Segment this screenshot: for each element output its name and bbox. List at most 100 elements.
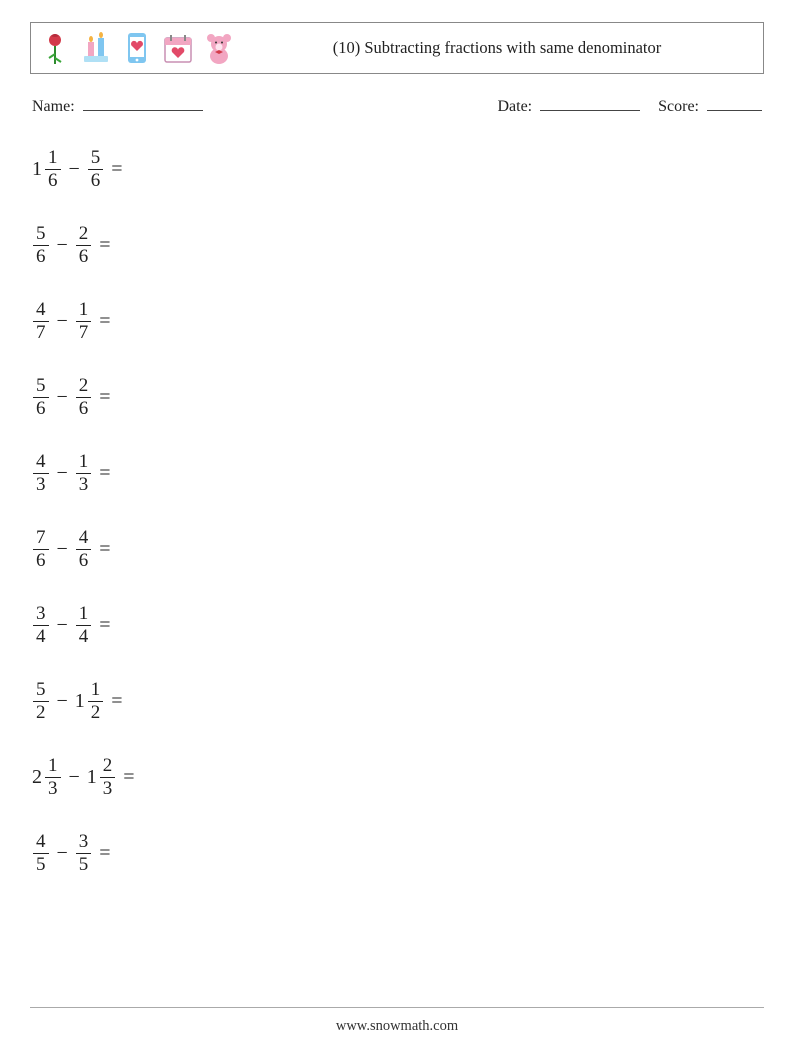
problem-row: 76−46= <box>32 524 764 574</box>
header-box: (10) Subtracting fractions with same den… <box>30 22 764 74</box>
equals-sign: = <box>111 690 122 713</box>
denominator: 7 <box>76 323 92 343</box>
problem-row: 34−14= <box>32 600 764 650</box>
denominator: 4 <box>76 627 92 647</box>
fraction-a: 34 <box>33 604 49 647</box>
fraction-a: 13 <box>45 756 61 799</box>
operator: − <box>57 538 68 561</box>
fraction-a: 47 <box>33 300 49 343</box>
teddy-bear-icon <box>201 30 237 66</box>
denominator: 6 <box>33 247 49 267</box>
denominator: 3 <box>33 475 49 495</box>
candles-icon <box>78 30 114 66</box>
numerator: 1 <box>76 452 92 472</box>
equals-sign: = <box>99 614 110 637</box>
equals-sign: = <box>99 386 110 409</box>
denominator: 7 <box>33 323 49 343</box>
equals-sign: = <box>99 310 110 333</box>
operator: − <box>57 310 68 333</box>
denominator: 6 <box>45 171 61 191</box>
score-label: Score: <box>658 98 699 115</box>
equals-sign: = <box>99 462 110 485</box>
denominator: 6 <box>33 399 49 419</box>
name-blank[interactable] <box>83 96 203 111</box>
equals-sign: = <box>99 538 110 561</box>
fraction-b: 56 <box>88 148 104 191</box>
worksheet-title: (10) Subtracting fractions with same den… <box>237 37 757 58</box>
operator: − <box>57 842 68 865</box>
equals-sign: = <box>99 234 110 257</box>
problem-row: 116−56= <box>32 144 764 194</box>
denominator: 4 <box>33 627 49 647</box>
fraction-b: 26 <box>76 224 92 267</box>
denominator: 2 <box>33 703 49 723</box>
fraction-a: 16 <box>45 148 61 191</box>
numerator: 3 <box>33 604 49 624</box>
numerator: 2 <box>76 224 92 244</box>
rose-icon <box>37 30 73 66</box>
whole-a: 1 <box>32 158 44 181</box>
fraction-b: 13 <box>76 452 92 495</box>
numerator: 4 <box>33 832 49 852</box>
fraction-b: 17 <box>76 300 92 343</box>
whole-a: 2 <box>32 766 44 789</box>
denominator: 3 <box>76 475 92 495</box>
footer-url: www.snowmath.com <box>336 1018 458 1034</box>
calendar-heart-icon <box>160 30 196 66</box>
numerator: 4 <box>33 452 49 472</box>
equals-sign: = <box>111 158 122 181</box>
denominator: 5 <box>33 855 49 875</box>
numerator: 5 <box>88 148 104 168</box>
numerator: 5 <box>33 680 49 700</box>
fraction-b: 26 <box>76 376 92 419</box>
numerator: 2 <box>100 756 116 776</box>
problems-list: 116−56=56−26=47−17=56−26=43−13=76−46=34−… <box>30 144 764 878</box>
phone-heart-icon <box>119 30 155 66</box>
problem-row: 52−112= <box>32 676 764 726</box>
problem-row: 43−13= <box>32 448 764 498</box>
fraction-a: 52 <box>33 680 49 723</box>
name-label: Name: <box>32 98 75 115</box>
denominator: 6 <box>76 551 92 571</box>
date-blank[interactable] <box>540 96 640 111</box>
numerator: 2 <box>76 376 92 396</box>
numerator: 4 <box>33 300 49 320</box>
fraction-a: 56 <box>33 376 49 419</box>
equals-sign: = <box>123 766 134 789</box>
operator: − <box>57 462 68 485</box>
score-blank[interactable] <box>707 96 762 111</box>
numerator: 1 <box>45 148 61 168</box>
operator: − <box>69 158 80 181</box>
problem-row: 56−26= <box>32 372 764 422</box>
fraction-b: 46 <box>76 528 92 571</box>
operator: − <box>57 614 68 637</box>
fraction-b: 12 <box>88 680 104 723</box>
denominator: 3 <box>100 779 116 799</box>
whole-b: 1 <box>75 690 87 713</box>
fraction-a: 76 <box>33 528 49 571</box>
problem-row: 45−35= <box>32 828 764 878</box>
numerator: 1 <box>76 300 92 320</box>
numerator: 1 <box>76 604 92 624</box>
numerator: 4 <box>76 528 92 548</box>
numerator: 3 <box>76 832 92 852</box>
fraction-a: 45 <box>33 832 49 875</box>
denominator: 6 <box>76 399 92 419</box>
date-label: Date: <box>497 98 532 115</box>
denominator: 6 <box>76 247 92 267</box>
operator: − <box>69 766 80 789</box>
fraction-a: 43 <box>33 452 49 495</box>
equals-sign: = <box>99 842 110 865</box>
operator: − <box>57 690 68 713</box>
denominator: 6 <box>88 171 104 191</box>
denominator: 6 <box>33 551 49 571</box>
header-icons <box>37 30 237 66</box>
numerator: 1 <box>45 756 61 776</box>
operator: − <box>57 386 68 409</box>
fraction-b: 35 <box>76 832 92 875</box>
whole-b: 1 <box>87 766 99 789</box>
page-footer: www.snowmath.com <box>0 1007 794 1035</box>
operator: − <box>57 234 68 257</box>
fraction-a: 56 <box>33 224 49 267</box>
fraction-b: 14 <box>76 604 92 647</box>
